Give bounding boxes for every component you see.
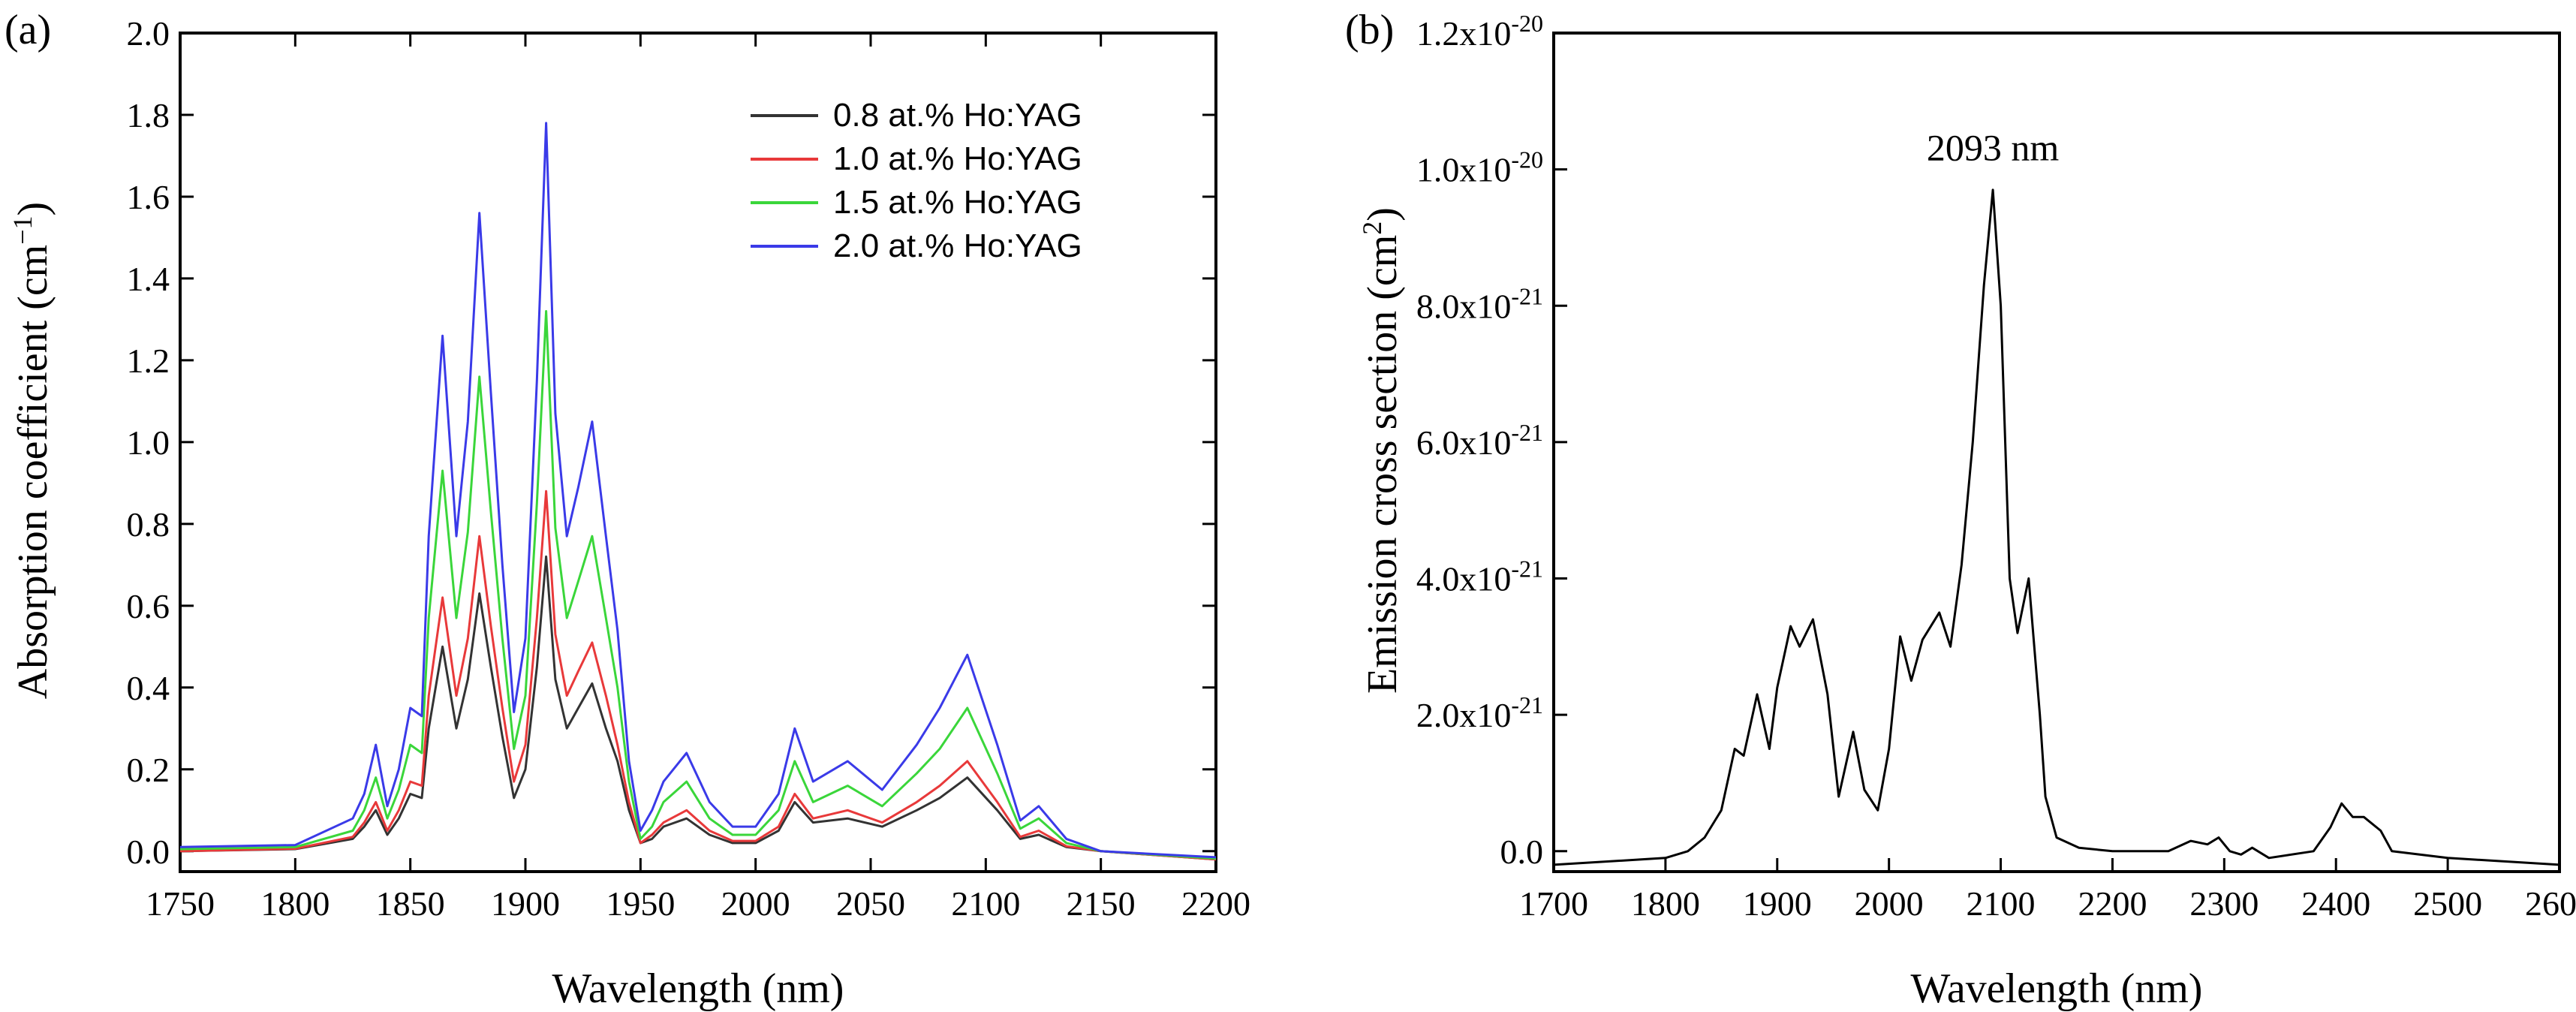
panel-b-y-tick-label: 4.0x10-21 — [1416, 556, 1543, 598]
panel-b-y-tick-label-exponent: -21 — [1511, 419, 1543, 446]
panel-b-label: (b) — [1345, 7, 1394, 53]
panel-a-x-tick-label: 2200 — [1181, 884, 1250, 923]
panel-a-y-tick-label: 0.2 — [127, 751, 170, 789]
panel-b-y-tick-label-base: 8.0x10 — [1416, 287, 1512, 325]
panel-b-series-lines — [1553, 188, 2560, 866]
panel-a-y-tick-label: 1.4 — [127, 260, 170, 298]
panel-b-y-tick-label-base: 1.2x10 — [1416, 14, 1512, 53]
panel-b-y-axis-title: Emission cross section (cm2) — [1357, 207, 1406, 694]
panel-b-x-tick-label: 2400 — [2301, 884, 2370, 923]
panel-a: (a) 1750 1800 1850 1900 1950 2000 2050 2100 2150… — [5, 7, 1250, 1012]
panel-a-y-tick-label: 0.4 — [127, 669, 170, 707]
panel-b-y-tick-label-exponent: -21 — [1511, 691, 1543, 718]
panel-a-y-tick-label: 0.6 — [127, 587, 170, 625]
panel-b-y-tick-label-base: 0.0 — [1500, 833, 1544, 871]
panel-b-y-tick-label: 1.2x10-20 — [1416, 10, 1543, 53]
panel-a-x-ticks: 1750 1800 1850 1900 1950 2000 2050 2100 2150 2200 — [146, 33, 1250, 923]
panel-a-x-tick-label: 1800 — [260, 884, 330, 923]
panel-b-x-tick-label: 2200 — [2078, 884, 2147, 923]
panel-a-legend-label: 1.5 at.% Ho:YAG — [833, 184, 1082, 221]
panel-a-label: (a) — [5, 7, 51, 53]
panel-b-x-axis-title: Wavelength (nm) — [1911, 965, 2203, 1012]
panel-b-y-tick-label-base: 4.0x10 — [1416, 560, 1512, 598]
panel-a-x-tick-label: 1750 — [146, 884, 215, 923]
panel-b-y-axis-title-main: Emission cross section (cm — [1359, 235, 1406, 694]
panel-b-y-axis-title-sup: 2 — [1357, 221, 1387, 235]
panel-b-x-tick-label: 2300 — [2189, 884, 2259, 923]
panel-a-x-tick-label: 2150 — [1067, 884, 1136, 923]
panel-a-y-axis-title-end: ) — [10, 202, 56, 216]
panel-b-y-tick-label: 0.0 — [1500, 833, 1544, 871]
panel-b-y-tick-label-exponent: -20 — [1511, 10, 1543, 37]
panel-a-x-tick-label: 1950 — [606, 884, 675, 923]
panel-b-y-tick-label-exponent: -20 — [1511, 146, 1543, 173]
panel-a-legend: 0.8 at.% Ho:YAG 1.0 at.% Ho:YAG 1.5 at.% H… — [751, 97, 1082, 264]
panel-b-y-tick-label-exponent: -21 — [1511, 556, 1543, 583]
panel-a-legend-label: 2.0 at.% Ho:YAG — [833, 227, 1082, 264]
panel-b-y-tick-label-base: 1.0x10 — [1416, 151, 1512, 189]
panel-a-y-tick-label: 1.2 — [127, 342, 170, 380]
panel-b-x-tick-label: 2000 — [1855, 884, 1924, 923]
panel-a-x-tick-label: 1850 — [376, 884, 445, 923]
panel-b-y-ticks: 0.02.0x10-214.0x10-216.0x10-218.0x10-211… — [1416, 10, 1567, 871]
panel-b-x-tick-label: 2100 — [1967, 884, 2036, 923]
panel-b-x-tick-label: 1900 — [1743, 884, 1812, 923]
panel-b-y-tick-label-exponent: -21 — [1511, 282, 1543, 309]
panel-a-y-axis-title-main: Absorption coefficient (cm — [10, 245, 56, 699]
panel-a-y-tick-label: 1.8 — [127, 96, 170, 134]
panel-a-legend-label: 1.0 at.% Ho:YAG — [833, 140, 1082, 177]
panel-a-series-lines — [179, 122, 1217, 861]
panel-b-series-line-1 — [1553, 188, 2560, 866]
panel-b-y-tick-label: 6.0x10-21 — [1416, 419, 1543, 462]
panel-a-series-line-2 — [179, 489, 1217, 861]
panel-a-x-tick-label: 2000 — [721, 884, 790, 923]
panel-a-y-tick-label: 2.0 — [127, 14, 170, 53]
panel-a-y-tick-label: 1.6 — [127, 178, 170, 216]
panel-b-plot-frame — [1552, 32, 2561, 873]
panel-b-x-tick-label: 1700 — [1519, 884, 1588, 923]
panel-a-series-line-1 — [179, 555, 1217, 861]
panel-b-x-tick-label: 1800 — [1631, 884, 1700, 923]
panel-b-x-tick-label: 2500 — [2413, 884, 2482, 923]
panel-a-y-ticks: 0.0 0.2 0.4 0.6 0.8 1.0 1.2 1.4 1.6 1.8 2.0 — [127, 14, 1216, 871]
panel-a-y-tick-label: 0.8 — [127, 505, 170, 544]
panel-b-peak-annotation: 2093 nm — [1927, 127, 2060, 169]
panel-b-y-axis-title-end: ) — [1359, 207, 1406, 221]
panel-a-y-tick-label: 0.0 — [127, 833, 170, 871]
panel-a-x-tick-label: 1900 — [491, 884, 560, 923]
panel-a-y-tick-label: 1.0 — [127, 423, 170, 462]
panel-a-y-axis-title: Absorption coefficient (cm−1) — [8, 202, 56, 699]
panel-a-series-line-4 — [179, 122, 1217, 859]
panel-b-y-tick-label: 1.0x10-20 — [1416, 146, 1543, 189]
panel-b: (b) 1700 1800 1900 2000 2100 2200 2300 2400 2500… — [1345, 7, 2576, 1012]
panel-b-y-tick-label: 2.0x10-21 — [1416, 691, 1543, 734]
panel-a-series-line-3 — [179, 310, 1217, 860]
panel-a-y-axis-title-sup: −1 — [8, 215, 38, 244]
panel-a-x-axis-title: Wavelength (nm) — [552, 965, 844, 1012]
panel-b-y-tick-label-base: 6.0x10 — [1416, 423, 1512, 462]
panel-a-x-tick-label: 2100 — [951, 884, 1020, 923]
panel-a-legend-label: 0.8 at.% Ho:YAG — [833, 97, 1082, 134]
panel-b-y-tick-label: 8.0x10-21 — [1416, 282, 1543, 325]
panel-b-y-tick-label-base: 2.0x10 — [1416, 696, 1512, 734]
panel-a-plot-frame — [179, 32, 1217, 873]
panel-a-x-tick-label: 2050 — [836, 884, 905, 923]
